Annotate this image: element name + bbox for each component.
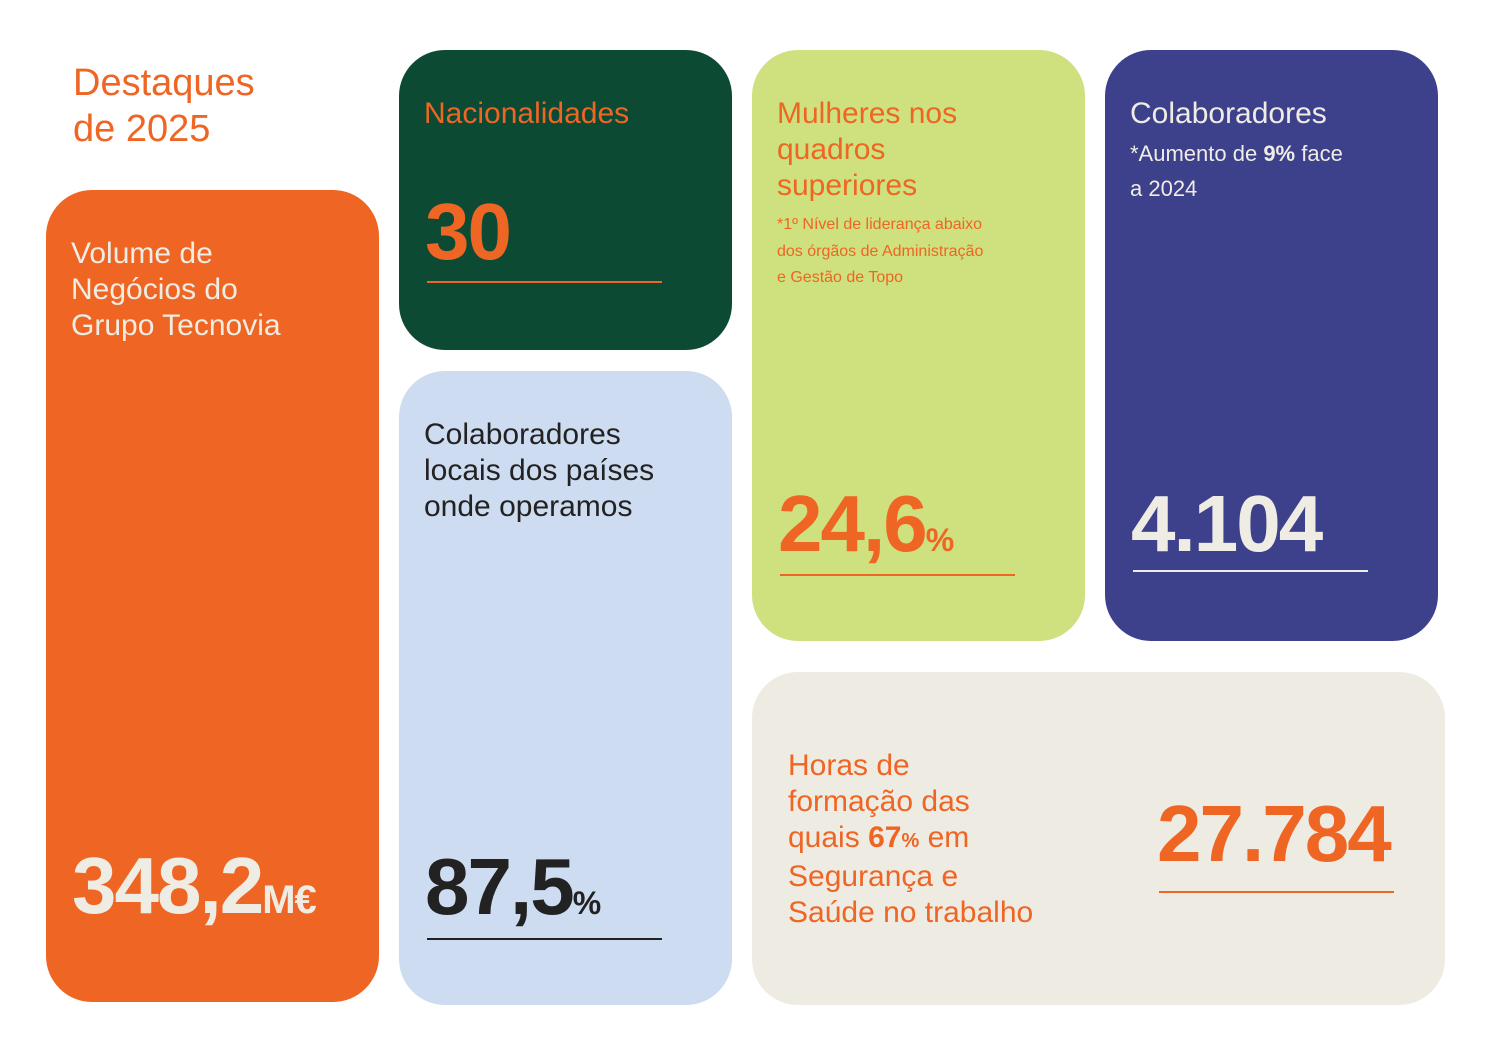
local-employees-label: Colaboradores locais dos países onde ope… xyxy=(424,417,654,525)
employees-note-prefix: *Aumento de xyxy=(1130,141,1264,166)
business-volume-label: Volume de Negócios do Grupo Tecnovia xyxy=(71,236,281,344)
training-hours-label-line: Segurança e xyxy=(788,860,959,893)
page-title: Destaques de 2025 xyxy=(73,60,255,152)
training-hours-label-line: Saúde no trabalho xyxy=(788,896,1034,929)
training-hours-label-suffix: em xyxy=(919,821,970,854)
women-leadership-footnote-line: e Gestão de Topo xyxy=(777,269,904,286)
women-leadership-divider xyxy=(780,574,1015,576)
page-title-line-1: Destaques xyxy=(73,62,255,104)
card-business-volume: Volume de Negócios do Grupo Tecnovia 348… xyxy=(46,190,379,1002)
employees-divider xyxy=(1133,570,1368,572)
women-leadership-footnote: *1º Nível de liderança abaixo dos órgãos… xyxy=(777,212,983,292)
employees-note-line-2: a 2024 xyxy=(1130,176,1198,201)
women-leadership-label-line: quadros xyxy=(777,133,886,166)
training-hours-label-line: quais 67% em xyxy=(788,820,1033,859)
business-volume-value: 348,2M€ xyxy=(72,846,317,926)
women-leadership-value: 24,6% xyxy=(778,484,954,564)
business-volume-unit: M€ xyxy=(262,878,317,922)
women-leadership-unit: % xyxy=(925,522,955,558)
card-women-leadership: Mulheres nos quadros superiores *1º Níve… xyxy=(752,50,1085,641)
nationalities-divider xyxy=(427,281,662,283)
employees-note: *Aumento de 9% face a 2024 xyxy=(1130,136,1343,206)
local-employees-label-line: locais dos países xyxy=(424,454,655,487)
women-leadership-footnote-line: dos órgãos de Administração xyxy=(777,242,984,260)
women-leadership-footnote-line: *1º Nível de liderança abaixo xyxy=(777,216,983,233)
women-leadership-label-line: superiores xyxy=(777,169,918,202)
page-title-line-2: de 2025 xyxy=(73,108,211,150)
nationalities-value: 30 xyxy=(425,187,512,276)
local-employees-value: 87,5% xyxy=(425,847,601,927)
nationalities-label: Nacionalidades xyxy=(424,97,630,130)
employees-note-suffix: face xyxy=(1295,141,1343,166)
card-local-employees: Colaboradores locais dos países onde ope… xyxy=(399,371,732,1005)
card-employees: Colaboradores *Aumento de 9% face a 2024… xyxy=(1105,50,1438,641)
card-training-hours: Horas de formação das quais 67% em Segur… xyxy=(752,672,1445,1005)
employees-value: 4.104 xyxy=(1131,479,1323,568)
local-employees-number: 87,5 xyxy=(425,842,575,931)
business-volume-number: 348,2 xyxy=(72,841,264,930)
women-leadership-label-line: Mulheres nos xyxy=(777,97,958,130)
training-hours-safety-unit: % xyxy=(901,830,920,852)
employees-note-line-1: *Aumento de 9% face xyxy=(1130,136,1343,171)
local-employees-divider xyxy=(427,938,662,940)
employees-note-highlight: 9% xyxy=(1263,141,1296,166)
training-hours-label-line: formação das xyxy=(788,785,970,818)
training-hours-label-prefix: quais xyxy=(788,821,869,854)
business-volume-label-line: Negócios do xyxy=(71,273,238,306)
women-leadership-label: Mulheres nos quadros superiores xyxy=(777,96,957,204)
employees-label: Colaboradores xyxy=(1130,97,1327,130)
training-hours-label-line: Horas de xyxy=(788,749,910,782)
business-volume-label-line: Volume de xyxy=(71,237,213,270)
local-employees-label-line: Colaboradores xyxy=(424,418,621,451)
local-employees-unit: % xyxy=(572,885,602,921)
business-volume-label-line: Grupo Tecnovia xyxy=(71,309,281,342)
training-hours-label: Horas de formação das quais 67% em Segur… xyxy=(788,748,1033,931)
training-hours-value: 27.784 xyxy=(1157,789,1392,878)
training-hours-safety-percent: 67 xyxy=(868,821,902,854)
local-employees-label-line: onde operamos xyxy=(424,490,633,523)
women-leadership-number: 24,6 xyxy=(778,479,928,568)
card-nationalities: Nacionalidades 30 xyxy=(399,50,732,350)
training-hours-divider xyxy=(1159,891,1394,893)
